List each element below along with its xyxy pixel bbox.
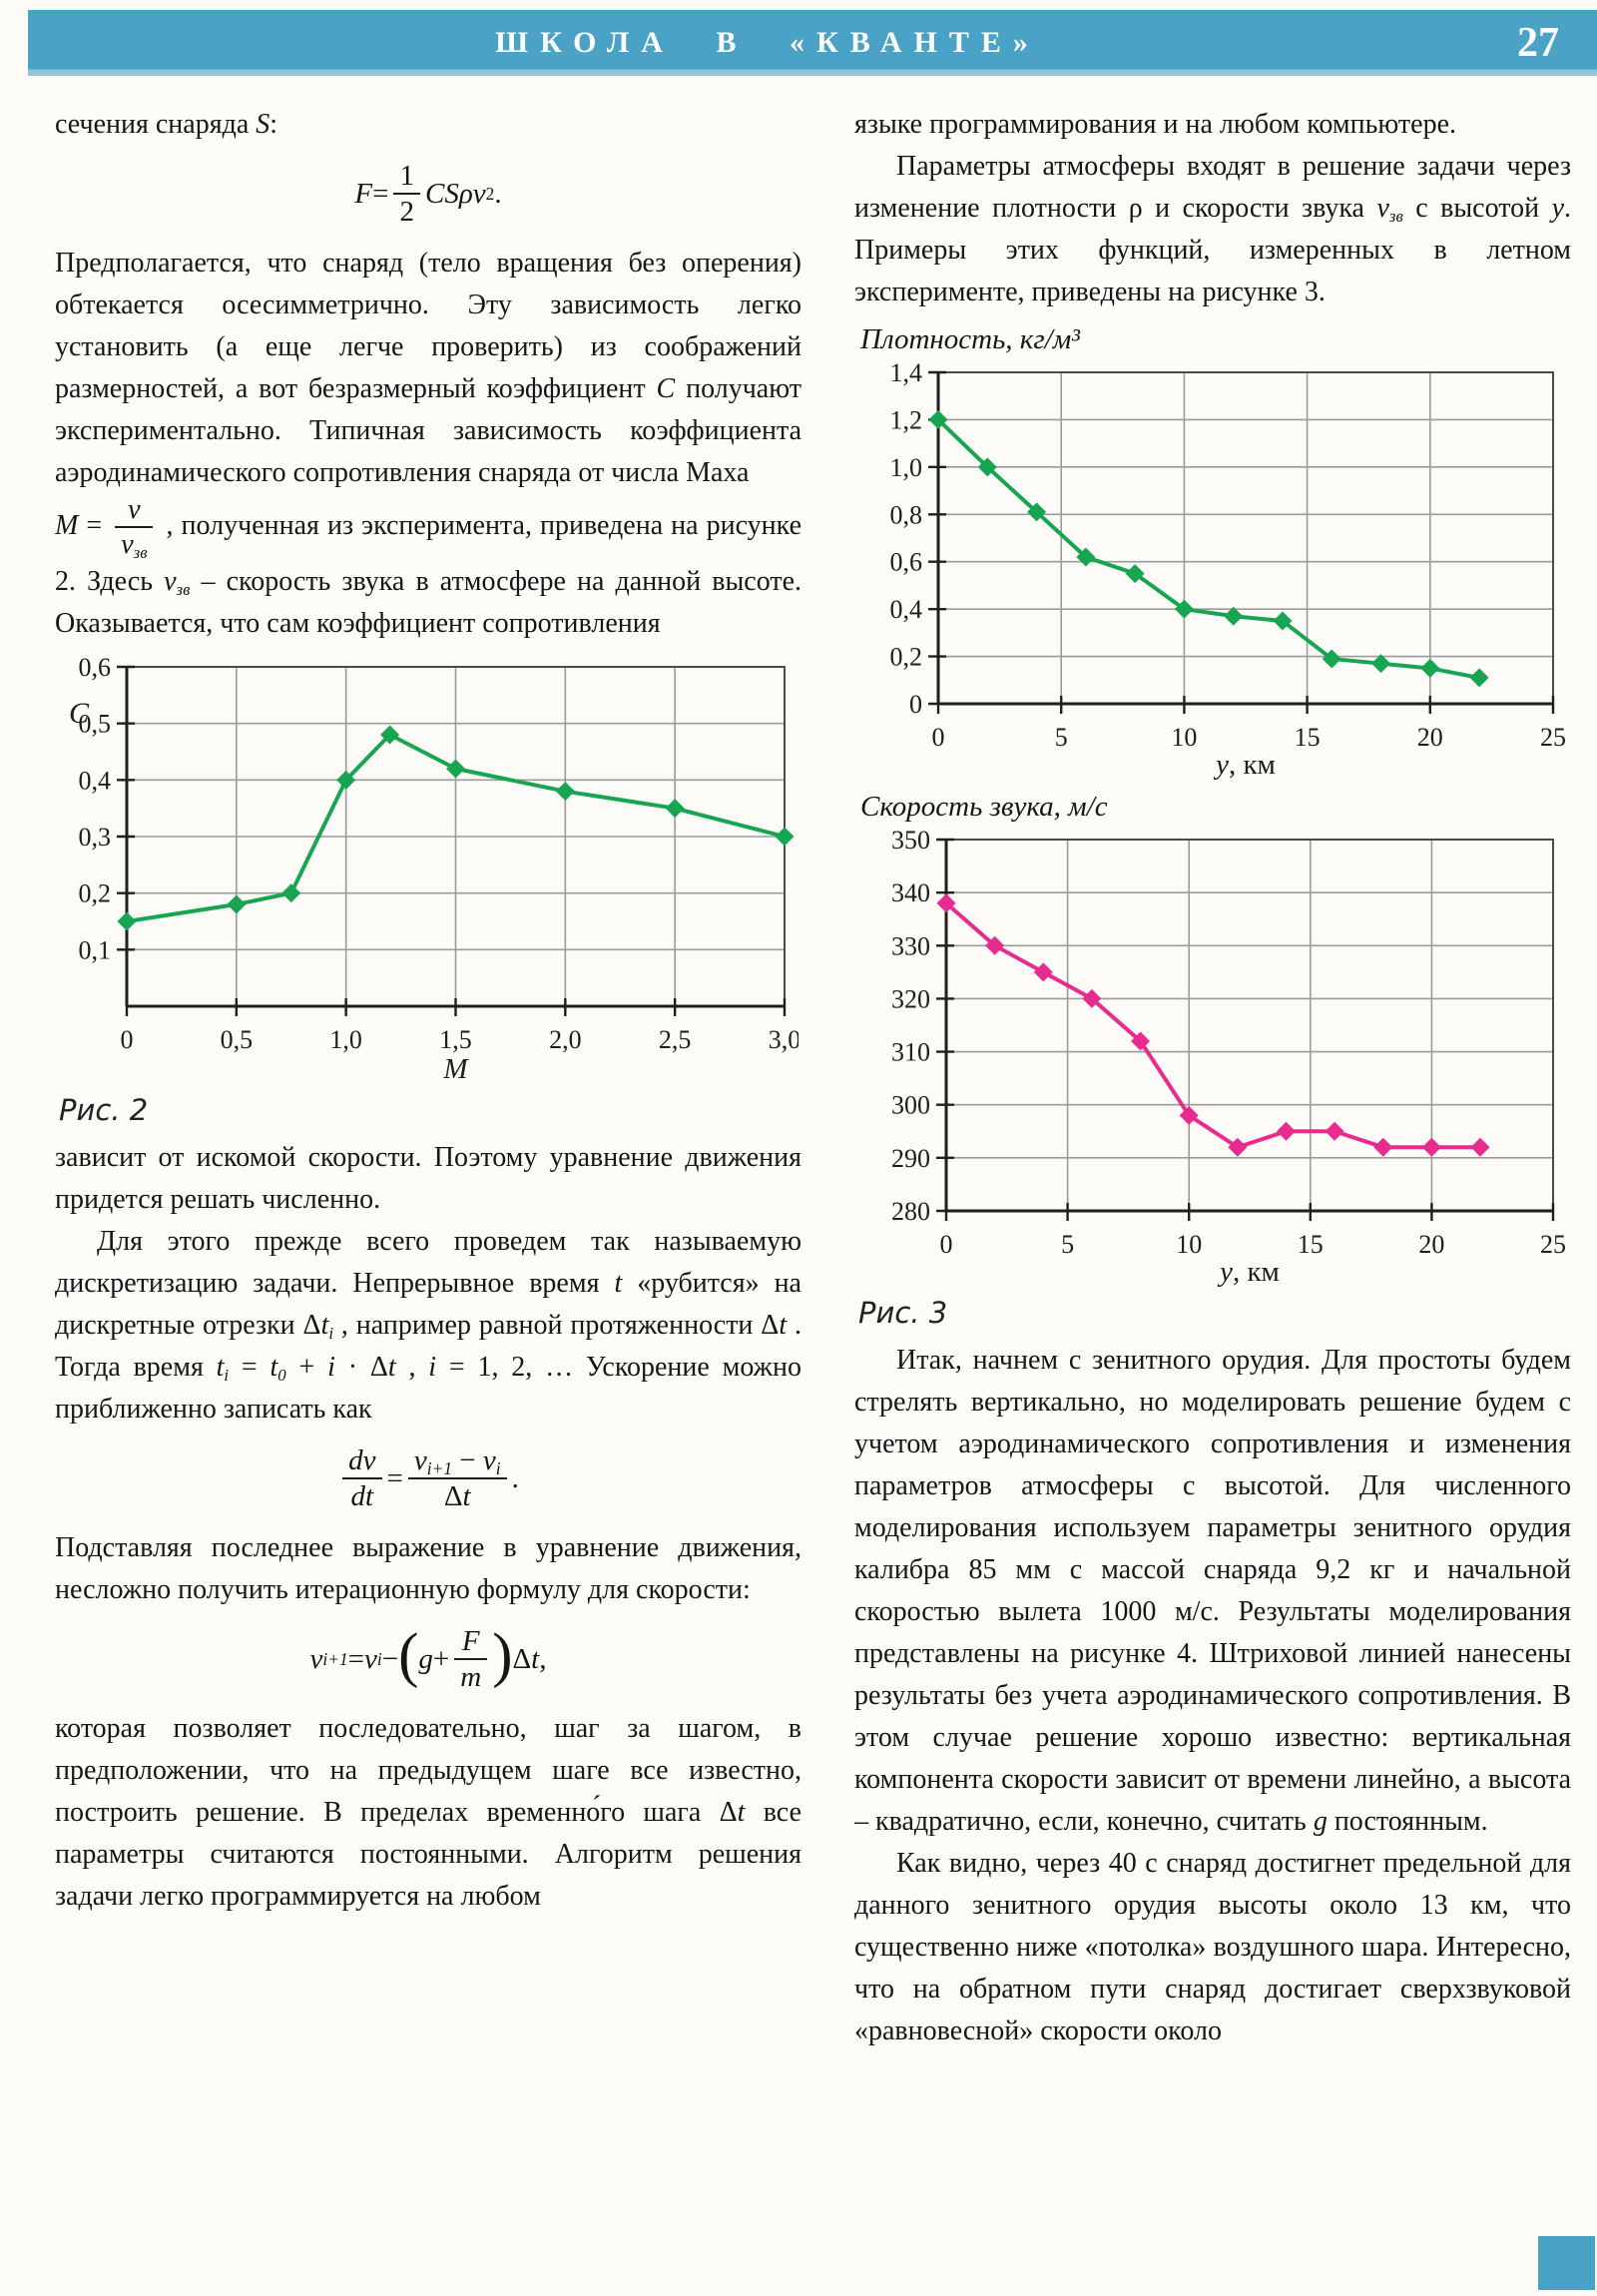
svg-text:1,2: 1,2 [890, 405, 923, 434]
svg-text:15: 15 [1298, 1230, 1324, 1259]
svg-text:330: 330 [891, 931, 930, 960]
paragraph: языке программирования и на любом компью… [854, 109, 1457, 140]
svg-text:5: 5 [1061, 1230, 1074, 1259]
svg-text:1,0: 1,0 [890, 453, 923, 482]
svg-text:0,2: 0,2 [79, 878, 112, 907]
svg-text:1,0: 1,0 [329, 1025, 362, 1054]
right-column: языке программирования и на любом компью… [854, 104, 1571, 2296]
svg-text:290: 290 [891, 1144, 930, 1173]
svg-text:y, км: y, км [1213, 749, 1276, 780]
svg-text:25: 25 [1540, 723, 1566, 752]
svg-text:0,5: 0,5 [221, 1025, 254, 1054]
chart-sound-speed: 0 5 10 15 20 25 280 290 300 310 320 330 340 350 y, км [854, 826, 1571, 1292]
svg-text:5: 5 [1055, 723, 1068, 752]
svg-text:0,6: 0,6 [890, 548, 923, 577]
svg-text:25: 25 [1540, 1230, 1566, 1259]
svg-text:10: 10 [1171, 723, 1197, 752]
svg-text:350: 350 [891, 828, 930, 855]
svg-text:0,4: 0,4 [890, 595, 923, 624]
chart-drag-coefficient: 0 0,5 1,0 1,5 2,0 2,5 3,0 0,1 0,2 0,3 0,4 0,5 0,6 M C [55, 653, 801, 1089]
svg-text:0,8: 0,8 [890, 500, 923, 529]
svg-text:C: C [69, 697, 90, 730]
svg-text:20: 20 [1417, 723, 1443, 752]
svg-text:0: 0 [909, 690, 922, 719]
svg-text:280: 280 [891, 1197, 930, 1226]
paragraph: зависит от искомой скорости. Поэтому ура… [55, 1141, 801, 1215]
svg-text:300: 300 [891, 1091, 930, 1120]
page-number: 27 [1517, 20, 1559, 66]
paragraph: Для этого прежде всего проведем так назы… [55, 1225, 801, 1425]
page-header: ШКОЛА В «КВАНТЕ» 27 [28, 10, 1597, 76]
svg-text:1,4: 1,4 [890, 360, 923, 387]
svg-text:0: 0 [940, 1230, 953, 1259]
svg-text:340: 340 [891, 878, 930, 907]
svg-text:0: 0 [932, 723, 945, 752]
figure-2: 0 0,5 1,0 1,5 2,0 2,5 3,0 0,1 0,2 0,3 0,4 0,5 0,6 M C … [55, 653, 801, 1127]
svg-text:2,0: 2,0 [549, 1025, 582, 1054]
paragraph-mach: M = v vзв , полученная из эксперимента, п… [55, 493, 801, 639]
svg-text:0,1: 0,1 [79, 935, 112, 964]
left-column: сечения снаряда S: F = 1 2 CSρv 2 . Предпол… [55, 104, 801, 2296]
paragraph: Подставляя последнее выражение в уравнен… [55, 1531, 801, 1605]
sound-speed-chart-title: Скорость звука, м/с [860, 791, 1108, 823]
density-chart-title: Плотность, кг/м³ [860, 323, 1080, 355]
svg-text:3,0: 3,0 [769, 1025, 798, 1054]
figure3-caption: Рис. 3 [858, 1296, 948, 1330]
svg-text:20: 20 [1418, 1230, 1444, 1259]
svg-text:310: 310 [891, 1038, 930, 1067]
svg-text:0,3: 0,3 [79, 823, 112, 852]
svg-text:0,4: 0,4 [79, 766, 112, 795]
svg-text:10: 10 [1176, 1230, 1202, 1259]
section-title: ШКОЛА В «КВАНТЕ» [495, 26, 1040, 59]
svg-text:2,5: 2,5 [659, 1025, 692, 1054]
chart-density: 0 5 10 15 20 25 0 0,2 0,4 0,6 0,8 1,0 1,2 1,4 y, км [854, 358, 1571, 785]
svg-text:320: 320 [891, 984, 930, 1013]
figure-3: Плотность, кг/м³ 0 5 10 15 20 25 0 0,2 0,4 0,6 0,8… [854, 323, 1571, 1330]
formula-drag-force: F = 1 2 CSρv 2 . [354, 160, 502, 229]
svg-text:15: 15 [1295, 723, 1321, 752]
corner-decoration [1538, 2236, 1595, 2290]
paragraph: Как видно, через 40 с снаряд достигнет п… [854, 1848, 1571, 2046]
svg-text:0: 0 [121, 1025, 134, 1054]
figure2-caption: Рис. 2 [59, 1092, 149, 1127]
svg-text:0,2: 0,2 [890, 643, 923, 672]
svg-text:0,6: 0,6 [79, 655, 112, 682]
paragraph: Предполагается, что снаряд (тело вращени… [55, 247, 801, 488]
formula-acceleration: dv dt = vi+1 − vi Δt . [55, 1444, 801, 1513]
paragraph: которая позволяет последовательно, шаг з… [55, 1712, 801, 1912]
svg-text:M: M [442, 1053, 469, 1084]
paragraph-intro: сечения снаряда S: [55, 109, 278, 140]
svg-text:y, км: y, км [1217, 1256, 1280, 1287]
paragraph: Параметры атмосферы входят в решение зад… [854, 151, 1571, 307]
svg-text:1,5: 1,5 [439, 1025, 472, 1054]
svg-text:0,5: 0,5 [79, 709, 112, 738]
paragraph: Итак, начнем с зенитного орудия. Для про… [854, 1345, 1571, 1837]
